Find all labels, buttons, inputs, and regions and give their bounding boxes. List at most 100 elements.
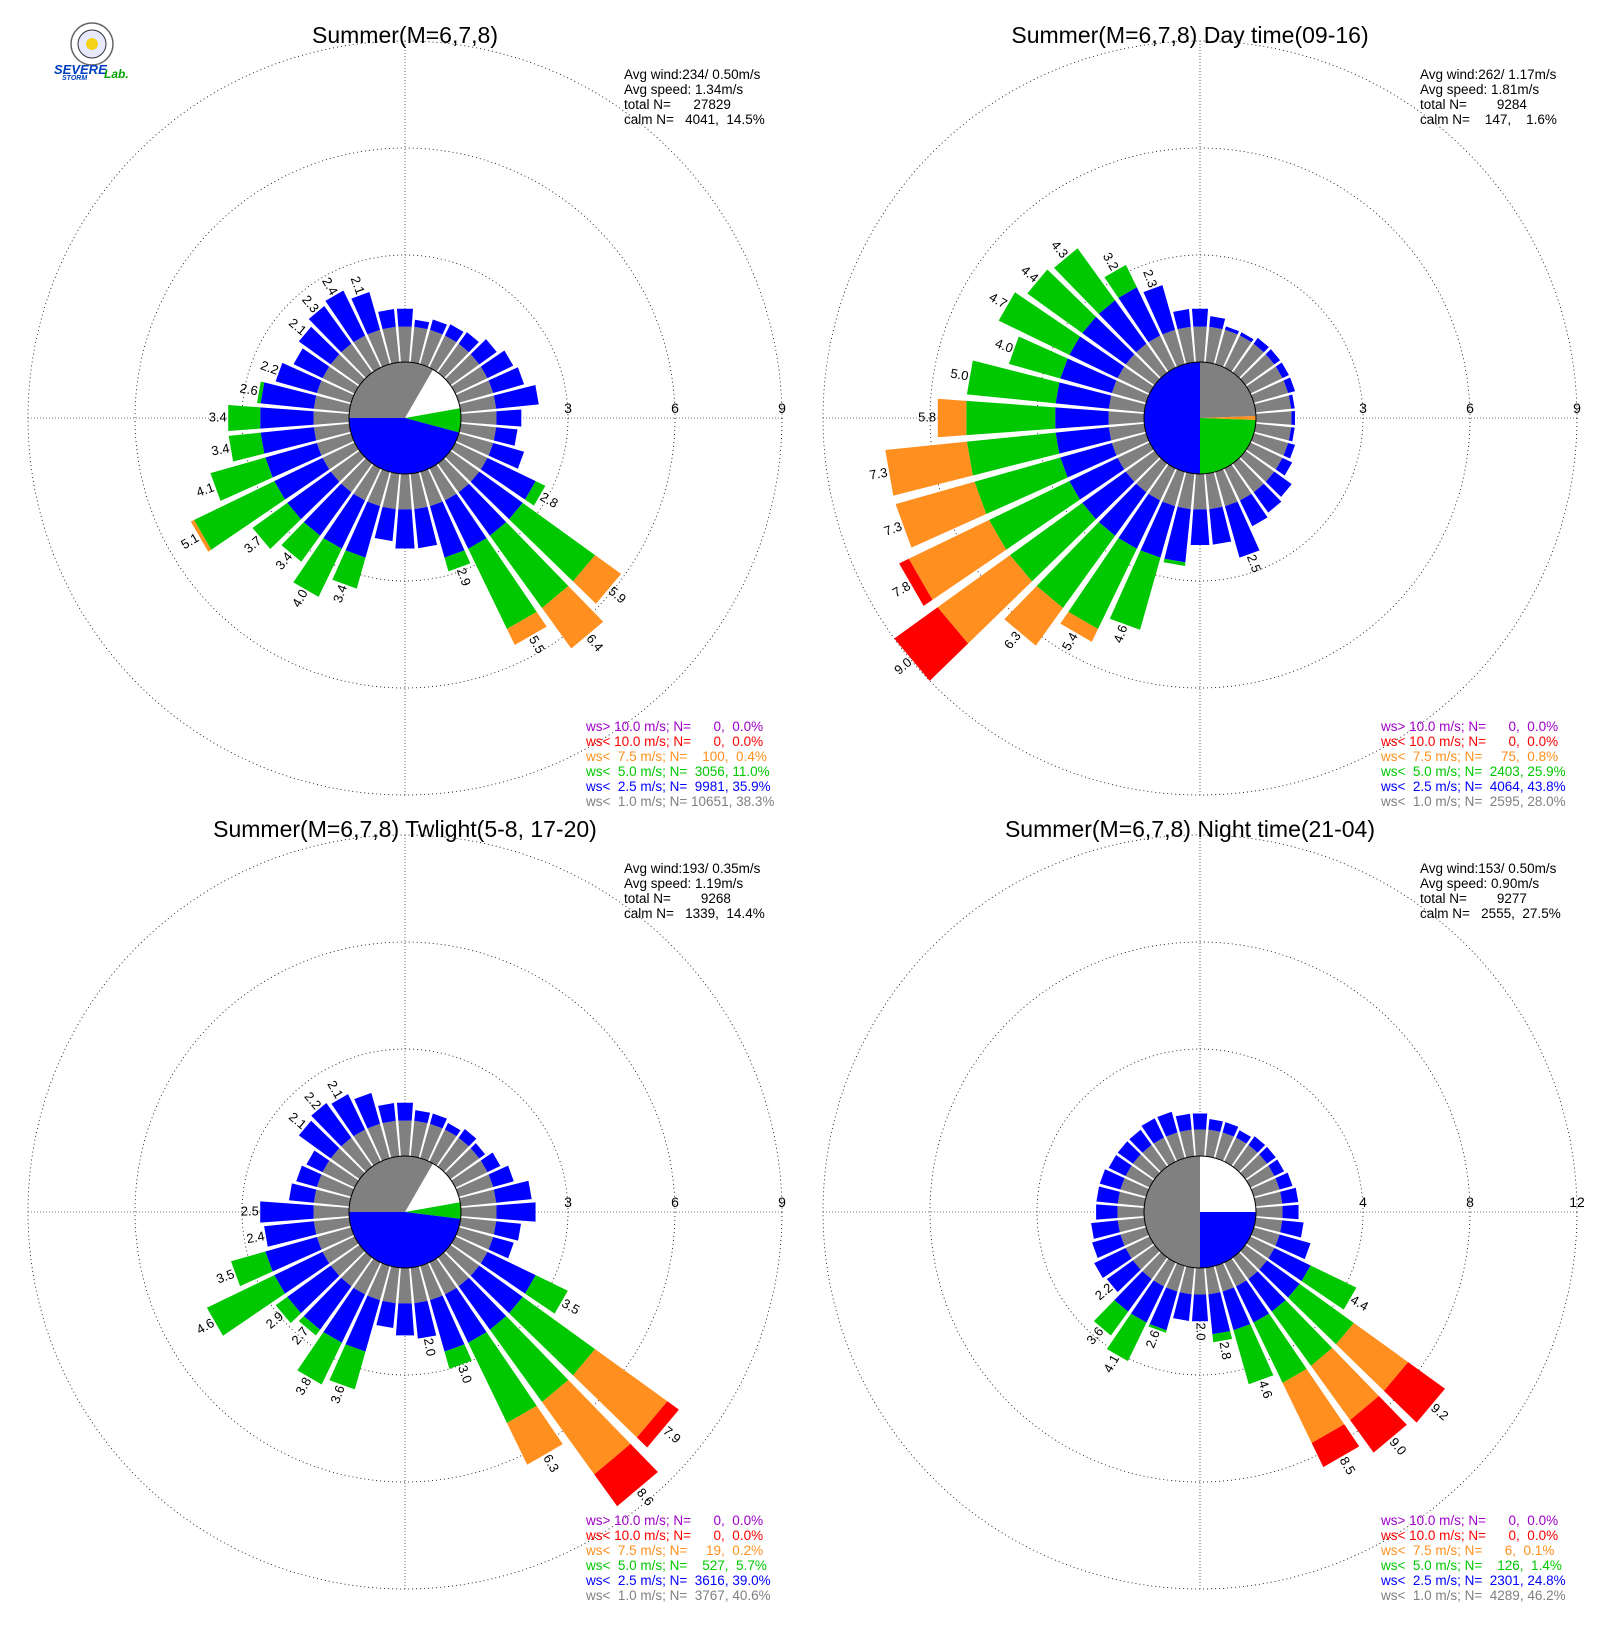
stats-block: Avg wind:262/ 1.17m/s Avg speed: 1.81m/s… (1420, 67, 1557, 127)
bar-segment-lt5 (228, 405, 261, 431)
legend-lt5: ws< 5.0 m/s; N= 2403, 25.9% (1380, 764, 1566, 779)
bar-segment-lt1 (1240, 1244, 1268, 1270)
direction-bar-10 (410, 319, 430, 364)
bar-segment-lt1 (1254, 423, 1292, 441)
bar-segment-lt1 (1232, 458, 1264, 493)
direction-bar-280: 2.6 (239, 380, 351, 413)
bar-segment-lt25 (395, 509, 415, 549)
direction-bar-270: 2.5 (241, 1201, 350, 1223)
bar-segment-lt1 (1177, 326, 1195, 364)
bar-segment-lt25 (1191, 308, 1209, 327)
stats-block: Avg wind:234/ 0.50m/s Avg speed: 1.34m/s… (624, 67, 765, 127)
bar-segment-lt1 (1251, 380, 1289, 403)
bar-segment-lt25 (1096, 1204, 1118, 1220)
bar-segment-lt25 (354, 1092, 381, 1129)
bar-segment-lt5 (257, 381, 265, 404)
total-n-stat: total N= 27829 (624, 97, 731, 112)
direction-bar-270 (1096, 1204, 1145, 1220)
bar-segment-lt75 (542, 585, 604, 649)
bar-segment-lt25 (444, 324, 464, 343)
calm-pie-slice-calm (405, 369, 461, 418)
bar-segment-lt1 (1232, 1252, 1258, 1280)
logo-seal-center (86, 38, 98, 50)
direction-bar-200: 3.6 (327, 1263, 390, 1405)
direction-bar-40 (1232, 1136, 1266, 1172)
bar-segment-lt5 (1271, 1300, 1333, 1366)
bar-segment-lt1 (1125, 354, 1160, 386)
direction-bar-90 (1255, 411, 1295, 425)
direction-bar-230: 3.7 (241, 450, 365, 556)
direction-bar-280 (288, 1183, 351, 1207)
direction-bar-290 (1099, 1169, 1149, 1197)
bar-segment-lt1 (1142, 1144, 1168, 1172)
bar-segment-lt1 (429, 464, 457, 501)
direction-bar-320: 2.3 (299, 292, 373, 378)
direction-bar-150: 8.5 (1224, 1258, 1360, 1477)
bar-segment-lt5 (1054, 248, 1116, 314)
windrose-panel-2: Summer(M=6,7,8) Day time(09-16) 3 6 9 2.5 4.… (822, 22, 1581, 809)
bar-segment-lt1 (367, 329, 390, 367)
ring-label: 12 (1569, 1194, 1585, 1210)
direction-bar-10 (410, 1110, 431, 1158)
direction-bar-240: 4.6 (194, 1236, 359, 1337)
direction-bar-300 (1108, 1154, 1154, 1188)
logo-text-main: SEVERE (54, 62, 107, 77)
bar-segment-lt25 (480, 1251, 536, 1294)
ring-label: 6 (671, 400, 679, 416)
bar-segment-lt25 (458, 332, 479, 353)
bar-segment-lt1 (1177, 472, 1195, 510)
calm-pie-slice-lt1 (349, 362, 433, 418)
bar-segment-lt25 (1082, 471, 1135, 520)
direction-bar-130: 7.9 (445, 1244, 684, 1448)
bar-segment-lt1 (437, 1252, 469, 1287)
bar-segment-lt1 (410, 326, 428, 364)
bar-segment-lt1 (1148, 335, 1176, 372)
bar-segment-lt25 (429, 501, 465, 558)
direction-bar-130: 9.2 (1240, 1244, 1452, 1423)
bar-segment-lt1 (460, 411, 497, 425)
calm-pie (348, 1155, 462, 1269)
bar-segment-lt1 (1224, 1137, 1247, 1166)
bar-segment-lt1 (353, 335, 381, 372)
bar-segment-lt5 (293, 538, 342, 597)
ring-label: 6 (1466, 400, 1474, 416)
bar-segment-lt5 (966, 400, 1056, 436)
bar-segment-lt5 (210, 457, 273, 501)
bar-segment-lt25 (480, 457, 536, 500)
grid-ring (929, 147, 1471, 689)
logo-text-lab: Lab. (104, 67, 129, 81)
avg-speed-stat: Avg speed: 0.90m/s (1420, 876, 1539, 891)
bar-segment-lt1 (382, 326, 400, 364)
direction-bar-60 (451, 350, 514, 394)
calm-pie-slice-calm (1200, 1156, 1256, 1212)
bar-segment-lt5 (468, 1332, 537, 1423)
bar-segment-lt1 (313, 395, 351, 413)
direction-bar-100 (1254, 1217, 1304, 1238)
polar-grid (822, 40, 1578, 796)
direction-bar-110 (456, 433, 525, 469)
bar-segment-lt1 (1117, 1217, 1146, 1233)
bar-segment-lt1 (1246, 366, 1283, 394)
direction-bar-330 (1141, 1118, 1176, 1166)
direction-bar-170 (410, 472, 438, 549)
bar-segment-lt25 (287, 471, 340, 520)
direction-bar-30 (429, 324, 464, 372)
legend-gt10: ws> 10.0 m/s; N= 0, 0.0% (1380, 719, 1558, 734)
bar-segment-lt25 (1253, 483, 1282, 513)
bar-segment-lt25 (1130, 1280, 1164, 1323)
bar-segment-lt5 (1104, 264, 1137, 298)
bar-segment-lt25 (414, 1300, 437, 1339)
total-n-stat: total N= 9277 (1420, 891, 1527, 906)
direction-bars: 4.49.29.08.54.62.82.02.64.13.62.2 (1083, 1111, 1452, 1477)
bar-segment-lt5 (489, 522, 569, 609)
direction-bar-60 (1246, 1159, 1285, 1188)
direction-bar-250: 7.3 (882, 433, 1149, 548)
bar-segment-lt25 (1239, 493, 1268, 527)
direction-bar-220: 3.4 (272, 458, 373, 573)
bar-segment-lt1 (1215, 329, 1238, 367)
bar-segment-lt1 (382, 1120, 400, 1158)
bar-segment-lt75 (1004, 585, 1063, 646)
bar-segment-lt25 (376, 1300, 396, 1329)
bar-segment-lt25 (1098, 300, 1147, 353)
bar-segment-lt1 (445, 1148, 480, 1180)
